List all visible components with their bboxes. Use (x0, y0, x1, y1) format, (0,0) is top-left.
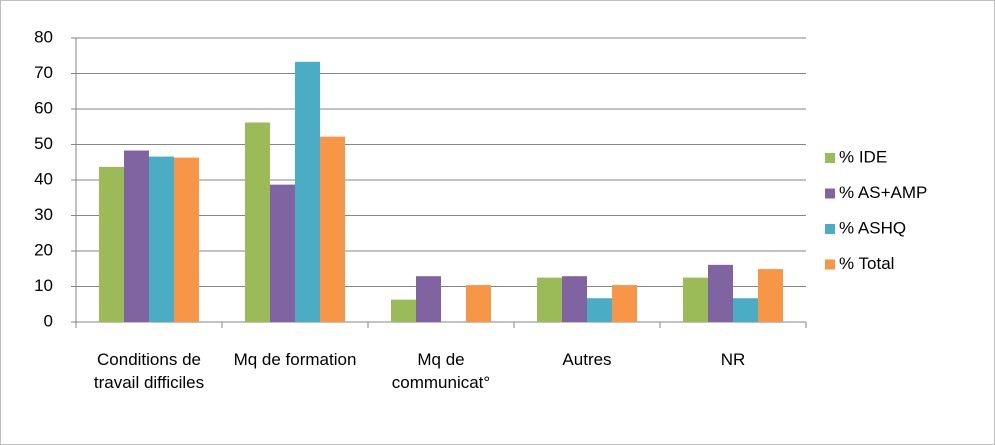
y-tick-label: 30 (34, 205, 53, 224)
bar (612, 285, 637, 322)
x-tick-label: NR (720, 350, 746, 369)
legend-label: % AS+AMP (839, 183, 927, 202)
x-tick-label: Mq de communicat° (391, 350, 491, 392)
y-tick-label: 10 (34, 276, 53, 295)
bar (683, 277, 708, 322)
legend-label: % Total (839, 254, 894, 273)
y-tick-label: 0 (44, 311, 53, 330)
legend-swatch (825, 224, 835, 234)
x-tick-label: Autres (562, 350, 612, 369)
bar (320, 136, 345, 322)
legend-label: % ASHQ (839, 218, 906, 237)
x-tick-label: Conditions de travail difficiles (93, 350, 205, 392)
y-tick-label: 80 (34, 27, 53, 46)
bar (416, 276, 441, 322)
legend-swatch (825, 259, 835, 270)
legend-swatch (825, 153, 835, 163)
bar (245, 122, 270, 323)
bar (295, 61, 320, 322)
bar (562, 276, 587, 322)
bar (124, 150, 149, 322)
bar (708, 264, 733, 322)
y-tick-label: 40 (34, 169, 53, 188)
bar (270, 184, 295, 322)
y-tick-label: 70 (34, 63, 53, 82)
bar (587, 298, 612, 322)
bar (758, 269, 783, 322)
y-tick-label: 20 (34, 240, 53, 259)
bar (391, 299, 416, 322)
bar (466, 285, 491, 322)
bar (149, 156, 174, 322)
x-tick-label: Mq de formation (233, 350, 357, 369)
bar (174, 157, 199, 322)
y-tick-label: 50 (34, 134, 53, 153)
bar (537, 277, 562, 322)
bar (99, 166, 124, 322)
legend-label: % IDE (839, 147, 887, 166)
legend-swatch (825, 188, 835, 199)
bar (733, 298, 758, 322)
y-tick-label: 60 (34, 98, 53, 117)
